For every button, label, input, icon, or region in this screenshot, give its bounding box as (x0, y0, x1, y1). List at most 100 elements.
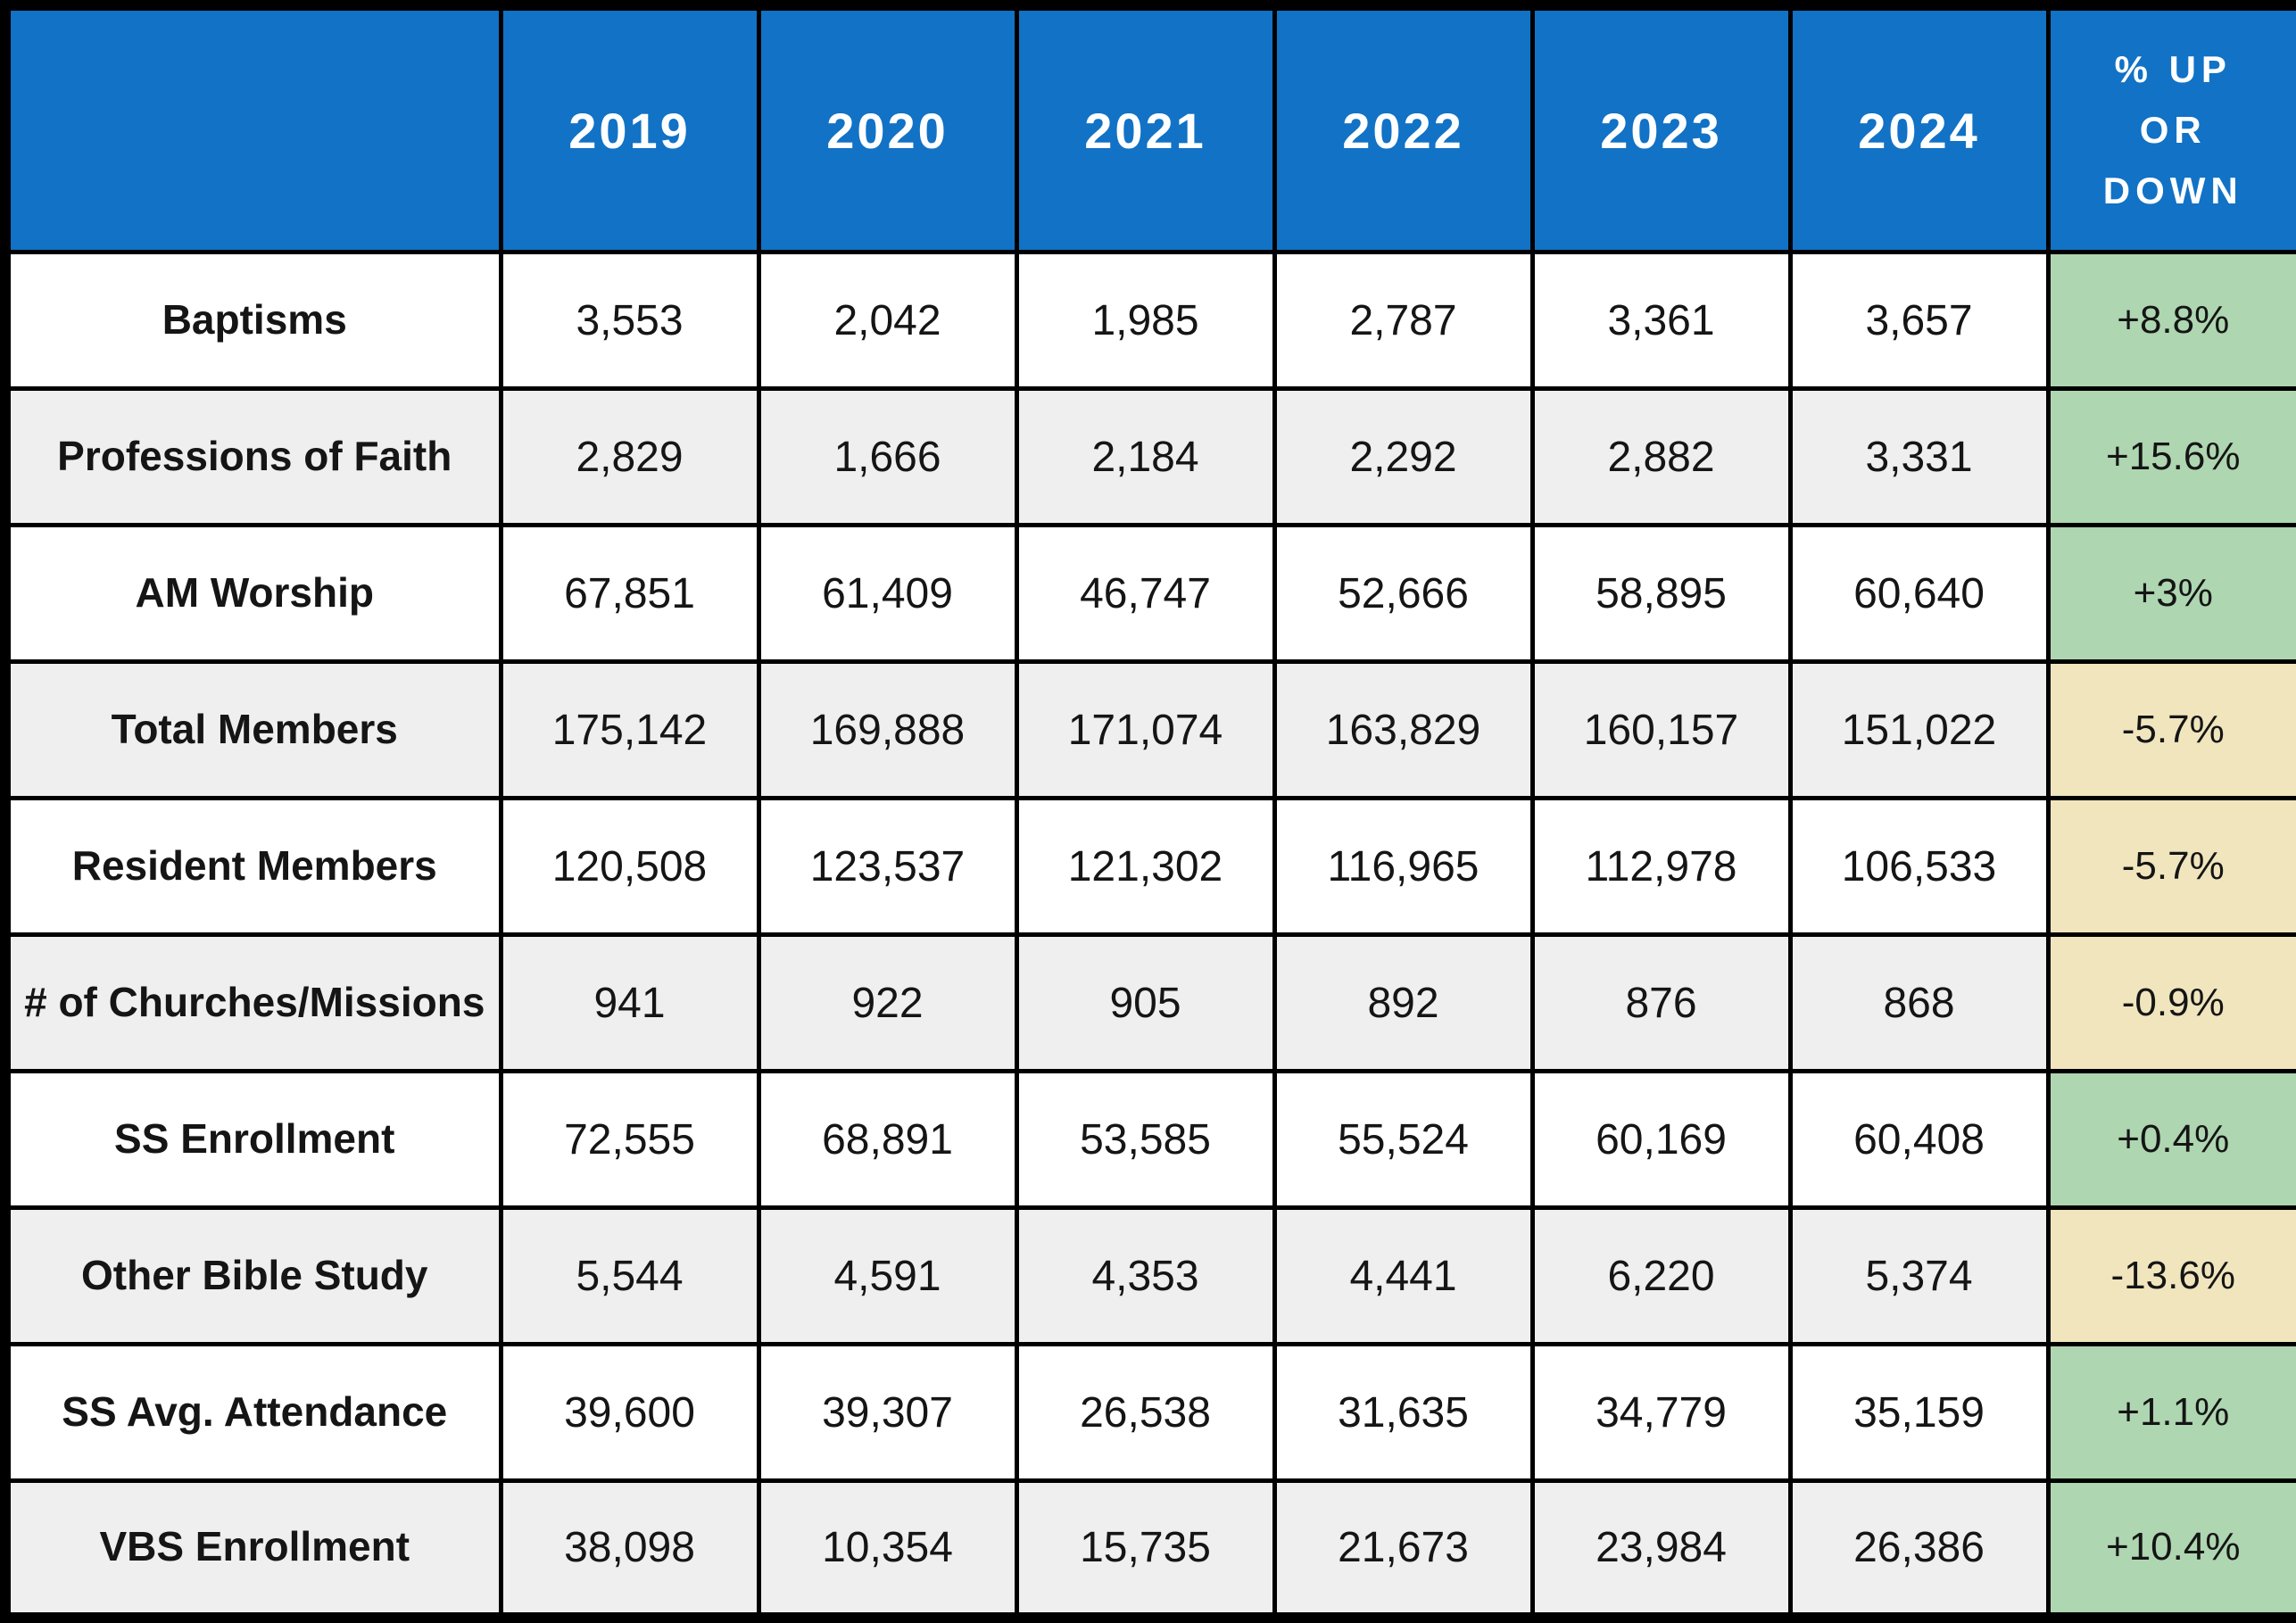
stat-value: 60,640 (1787, 523, 2051, 664)
stat-value: 106,533 (1787, 796, 2051, 937)
stat-value: 5,544 (498, 1205, 761, 1346)
table-row-ss-avg-attendance: SS Avg. Attendance 39,600 39,307 26,538 … (3, 1342, 2296, 1483)
stat-value: 15,735 (1014, 1478, 1277, 1619)
stat-value: 68,891 (756, 1069, 1019, 1210)
row-label: AM Worship (3, 523, 503, 664)
row-label: SS Enrollment (3, 1069, 503, 1210)
stat-value: 21,673 (1272, 1478, 1535, 1619)
stat-value: 160,157 (1529, 659, 1793, 800)
stat-value: 941 (498, 932, 761, 1073)
stat-value: 10,354 (756, 1478, 1019, 1619)
stat-value: 61,409 (756, 523, 1019, 664)
stat-value: 3,553 (498, 250, 761, 391)
stat-value: 6,220 (1529, 1205, 1793, 1346)
pct-change-cell: -0.9% (2045, 932, 2296, 1073)
stat-value: 26,386 (1787, 1478, 2051, 1619)
stat-value: 121,302 (1014, 796, 1277, 937)
stat-value: 4,353 (1014, 1205, 1277, 1346)
table-row-am-worship: AM Worship 67,851 61,409 46,747 52,666 5… (3, 523, 2296, 664)
row-label: # of Churches/Missions (3, 932, 503, 1073)
stat-value: 120,508 (498, 796, 761, 937)
stat-value: 163,829 (1272, 659, 1535, 800)
header-empty-cell (3, 3, 503, 254)
header-row: 2019 2020 2021 2022 2023 2024 % UP OR DO… (3, 3, 2296, 254)
row-label: Professions of Faith (3, 386, 503, 527)
stat-value: 60,408 (1787, 1069, 2051, 1210)
stat-value: 892 (1272, 932, 1535, 1073)
pct-header-line: % UP (2114, 47, 2232, 90)
stat-value: 868 (1787, 932, 2051, 1073)
stat-value: 38,098 (498, 1478, 761, 1619)
header-year-2019: 2019 (498, 3, 761, 254)
stat-value: 3,657 (1787, 250, 2051, 391)
stat-value: 4,441 (1272, 1205, 1535, 1346)
stat-value: 2,184 (1014, 386, 1277, 527)
table-row-total-members: Total Members 175,142 169,888 171,074 16… (3, 659, 2296, 800)
stat-value: 169,888 (756, 659, 1019, 800)
row-label: Baptisms (3, 250, 503, 391)
pct-change-cell: +3% (2045, 523, 2296, 664)
row-label: Other Bible Study (3, 1205, 503, 1346)
row-label: SS Avg. Attendance (3, 1342, 503, 1483)
stat-value: 116,965 (1272, 796, 1535, 937)
stat-value: 5,374 (1787, 1205, 2051, 1346)
stat-value: 1,985 (1014, 250, 1277, 391)
stat-value: 905 (1014, 932, 1277, 1073)
table-row-professions-of-faith: Professions of Faith 2,829 1,666 2,184 2… (3, 386, 2296, 527)
header-year-2020: 2020 (756, 3, 1019, 254)
stat-value: 2,292 (1272, 386, 1535, 527)
stat-value: 53,585 (1014, 1069, 1277, 1210)
stat-value: 2,042 (756, 250, 1019, 391)
header-year-2023: 2023 (1529, 3, 1793, 254)
stat-value: 72,555 (498, 1069, 761, 1210)
table-row-baptisms: Baptisms 3,553 2,042 1,985 2,787 3,361 3… (3, 250, 2296, 391)
row-label: Resident Members (3, 796, 503, 937)
pct-change-cell: +8.8% (2045, 250, 2296, 391)
pct-change-cell: -5.7% (2045, 796, 2296, 937)
stat-value: 55,524 (1272, 1069, 1535, 1210)
table-row-churches-missions: # of Churches/Missions 941 922 905 892 8… (3, 932, 2296, 1073)
stat-value: 2,829 (498, 386, 761, 527)
header-year-2024: 2024 (1787, 3, 2051, 254)
table-row-vbs-enrollment: VBS Enrollment 38,098 10,354 15,735 21,6… (3, 1478, 2296, 1619)
stat-value: 31,635 (1272, 1342, 1535, 1483)
row-label: Total Members (3, 659, 503, 800)
stat-value: 23,984 (1529, 1478, 1793, 1619)
table-row-other-bible-study: Other Bible Study 5,544 4,591 4,353 4,44… (3, 1205, 2296, 1346)
pct-change-cell: -5.7% (2045, 659, 2296, 800)
stat-value: 3,361 (1529, 250, 1793, 391)
stat-value: 876 (1529, 932, 1793, 1073)
pct-change-cell: +0.4% (2045, 1069, 2296, 1210)
pct-change-cell: +10.4% (2045, 1478, 2296, 1619)
stat-value: 2,882 (1529, 386, 1793, 527)
table-row-ss-enrollment: SS Enrollment 72,555 68,891 53,585 55,52… (3, 1069, 2296, 1210)
pct-change-cell: +1.1% (2045, 1342, 2296, 1483)
pct-header-line: DOWN (2102, 170, 2243, 212)
stat-value: 39,600 (498, 1342, 761, 1483)
stat-value: 52,666 (1272, 523, 1535, 664)
stat-value: 60,169 (1529, 1069, 1793, 1210)
stat-value: 39,307 (756, 1342, 1019, 1483)
stat-value: 67,851 (498, 523, 761, 664)
stat-value: 171,074 (1014, 659, 1277, 800)
stat-value: 151,022 (1787, 659, 2051, 800)
stat-value: 112,978 (1529, 796, 1793, 937)
pct-change-cell: -13.6% (2045, 1205, 2296, 1346)
stat-value: 35,159 (1787, 1342, 2051, 1483)
stat-value: 46,747 (1014, 523, 1277, 664)
stat-value: 3,331 (1787, 386, 2051, 527)
stat-value: 123,537 (756, 796, 1019, 937)
pct-change-cell: +15.6% (2045, 386, 2296, 527)
stat-value: 922 (756, 932, 1019, 1073)
pct-header-line: OR (2139, 108, 2207, 151)
stat-value: 34,779 (1529, 1342, 1793, 1483)
stat-value: 1,666 (756, 386, 1019, 527)
header-year-2021: 2021 (1014, 3, 1277, 254)
table-row-resident-members: Resident Members 120,508 123,537 121,302… (3, 796, 2296, 937)
stat-value: 4,591 (756, 1205, 1019, 1346)
row-label: VBS Enrollment (3, 1478, 503, 1619)
header-pct-up-or-down: % UP OR DOWN (2045, 3, 2296, 254)
header-year-2022: 2022 (1272, 3, 1535, 254)
stat-value: 175,142 (498, 659, 761, 800)
